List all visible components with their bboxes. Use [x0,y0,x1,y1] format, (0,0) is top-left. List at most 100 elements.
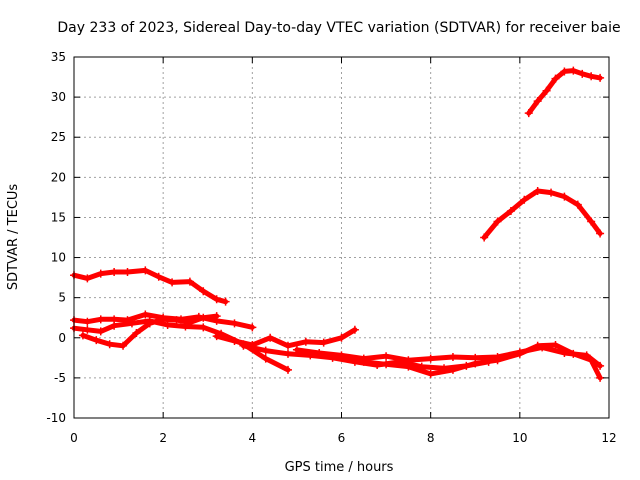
data-point [221,297,230,306]
data-point [596,73,605,82]
data-point [569,349,578,358]
y-tick-label: 5 [58,291,66,305]
data-point [596,229,605,238]
data-point [154,272,163,281]
data-point [141,266,150,275]
data-point [560,192,569,201]
series-middle-band-1 [212,325,359,350]
y-tick-label: 30 [51,90,66,104]
data-point [248,323,257,332]
data-point [493,356,502,365]
data-point [480,233,489,242]
y-tick-label: 25 [51,130,66,144]
data-point [284,341,292,350]
data-point [547,188,556,197]
data-point [350,325,359,334]
data-point [551,74,560,83]
series-left-band-3 [78,312,221,350]
y-tick-label: -10 [46,411,66,425]
data-point [382,360,391,369]
data-point [230,336,239,345]
data-point [105,340,114,349]
data-point [185,277,194,286]
y-tick-label: 20 [51,170,66,184]
data-point [506,207,515,216]
x-tick-label: 8 [427,431,435,445]
data-point [573,200,582,209]
data-point [230,319,239,328]
data-point [382,352,391,361]
y-tick-label: 10 [51,251,66,265]
data-point [533,97,542,106]
data-point [132,328,141,337]
data-point [199,287,208,296]
data-point [83,317,92,326]
series-track [71,267,229,305]
data-point [448,365,457,374]
grid [74,57,609,418]
data-point [359,357,368,366]
data-point [533,341,542,350]
y-tick-label: -5 [54,371,66,385]
x-tick-label: 4 [249,431,257,445]
data-point [471,359,480,368]
data-point [172,316,181,325]
data-point [145,319,154,328]
data-point [92,336,101,345]
data-point [587,72,596,81]
x-tick-label: 0 [70,431,78,445]
data-point [119,341,128,350]
data-point [239,341,248,350]
data-points [70,66,605,382]
data-point [587,217,596,226]
series-right-arc-upper [524,66,605,118]
data-point [337,351,346,360]
data-point [569,66,578,75]
data-point [96,327,105,336]
data-point [261,346,270,355]
data-point [96,269,105,278]
data-point [123,267,132,276]
data-point [448,353,457,362]
data-point [520,195,529,204]
data-point [515,349,524,358]
data-point [141,310,150,319]
data-point [266,333,275,342]
data-point [78,331,87,340]
data-point [301,337,310,346]
data-point [96,315,105,324]
data-point [426,369,435,378]
data-point [524,109,533,118]
y-tick-label: 35 [51,50,66,64]
data-point [185,318,194,327]
data-point [493,217,502,226]
data-point [404,362,413,371]
data-point [292,345,301,354]
data-point [159,315,168,324]
data-point [542,86,551,95]
x-tick-label: 6 [338,431,346,445]
x-tick-label: 2 [159,431,167,445]
data-point [315,349,324,358]
data-point [168,278,177,287]
data-point [212,295,221,304]
x-tick-label: 12 [601,431,616,445]
y-axis-label: SDTVAR / TECUs [6,184,21,291]
data-point [426,354,435,363]
series-upper-arc [70,266,230,306]
data-point [83,274,92,283]
x-tick-label: 10 [512,431,527,445]
data-point [587,356,596,365]
x-axis-label: GPS time / hours [285,460,394,475]
data-point [560,67,569,76]
data-point [163,320,172,329]
data-point [212,312,221,321]
data-point [284,349,292,358]
data-point [578,69,587,78]
data-point [199,323,208,332]
data-point [199,313,208,322]
y-tick-label: 0 [58,331,66,345]
data-point [110,267,119,276]
axis-ticks: 0 2 4 6 8 10 12 -10 -5 0 5 10 15 20 25 30 35 [46,50,616,445]
